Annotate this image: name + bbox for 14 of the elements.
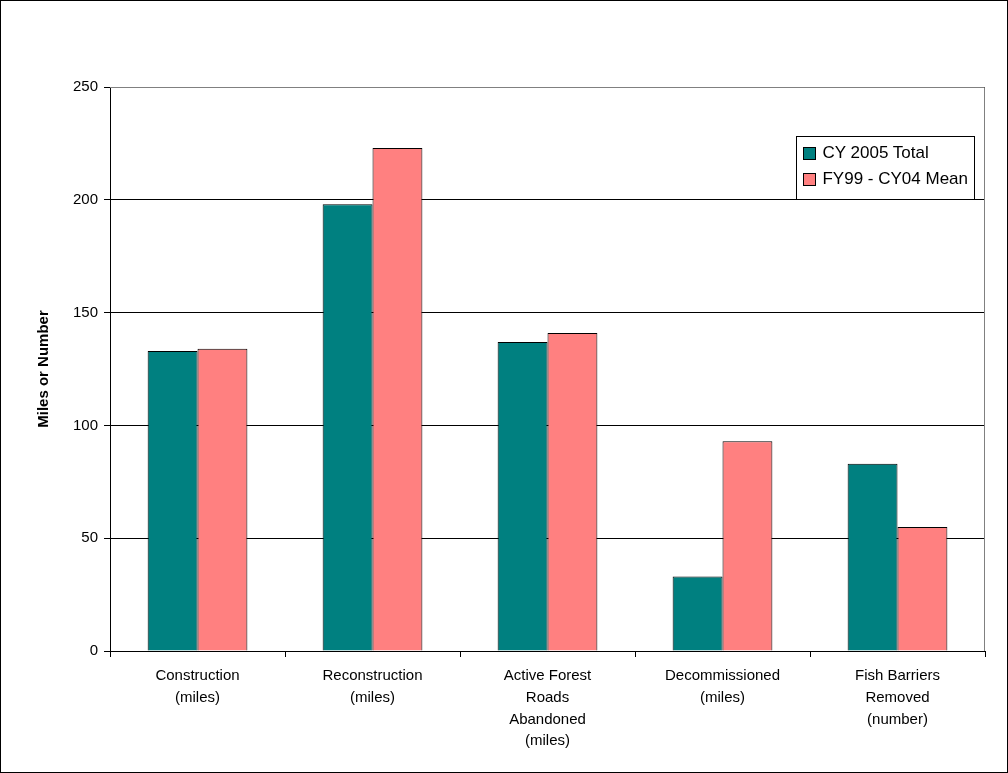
x-tick-label: Active Forest Roads Abandoned (miles) <box>503 666 593 749</box>
y-tick-label: 100 <box>73 415 99 433</box>
y-tick-label: 0 <box>89 641 99 659</box>
y-axis-title: Miles or Number <box>34 310 52 428</box>
y-tick-label: 250 <box>73 77 99 95</box>
y-tick-label: 50 <box>81 528 99 546</box>
x-tick-label: Fish Barriers Removed (number) <box>854 666 941 727</box>
y-tick-label: 150 <box>73 302 99 320</box>
x-tick-label: Reconstruction (miles) <box>322 666 423 705</box>
y-tick-label: 200 <box>73 189 99 207</box>
x-tick-label: Decommissioned (miles) <box>664 666 781 705</box>
legend-label: CY 2005 Total <box>822 143 929 163</box>
legend-label: FY99 - CY04 Mean <box>822 169 968 189</box>
x-tick-label: Construction (miles) <box>155 666 240 705</box>
